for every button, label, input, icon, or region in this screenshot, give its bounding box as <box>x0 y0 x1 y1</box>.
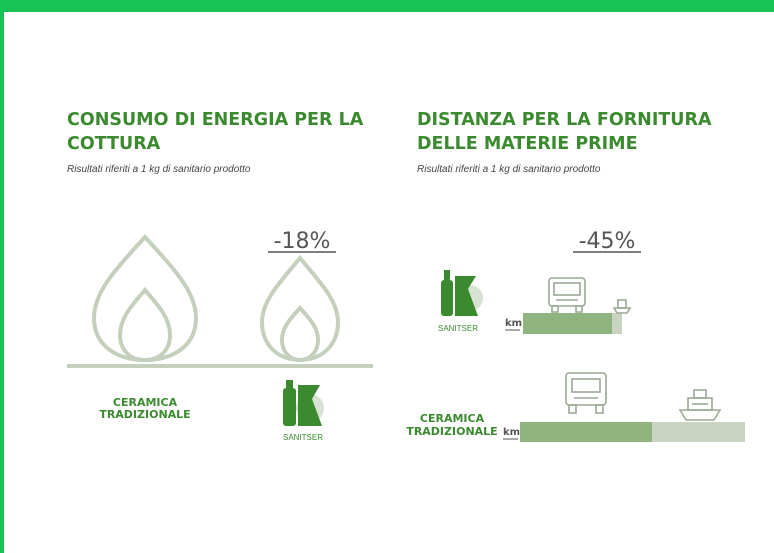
reduction: -45% <box>579 229 636 254</box>
ship-icon <box>678 389 722 421</box>
unit: km <box>503 427 520 438</box>
distance-bar <box>523 313 612 334</box>
distance-bar <box>652 422 745 442</box>
panel-subtitle: Risultati riferiti a 1 kg di sanitario p… <box>67 164 251 175</box>
truck-icon <box>548 277 586 313</box>
brand-logo <box>441 270 483 316</box>
left-border <box>0 0 4 553</box>
brand-logo <box>283 380 324 426</box>
flames <box>91 233 341 363</box>
panel-title: COTTURA <box>67 134 161 154</box>
traditional-label: TRADIZIONALE <box>99 408 190 421</box>
ship-icon <box>612 299 632 314</box>
panel-subtitle: Risultati riferiti a 1 kg di sanitario p… <box>417 164 601 175</box>
panel-title: CONSUMO DI ENERGIA PER LA <box>67 110 364 130</box>
panel-title: DISTANZA PER LA FORNITURA <box>417 110 712 130</box>
distance-bar <box>612 313 622 334</box>
traditional-label: CERAMICA <box>420 412 485 425</box>
brand-label: SANITSER <box>438 324 478 333</box>
distance-bar <box>520 422 652 442</box>
traditional-label: CERAMICA <box>113 396 178 409</box>
truck-icon <box>565 372 607 414</box>
brand-label: SANITSER <box>283 433 323 442</box>
panel-title: DELLE MATERIE PRIME <box>417 134 638 154</box>
reduction: -18% <box>274 229 331 254</box>
traditional-label: TRADIZIONALE <box>406 425 497 438</box>
unit: km <box>505 318 522 329</box>
top-bar <box>0 0 774 12</box>
